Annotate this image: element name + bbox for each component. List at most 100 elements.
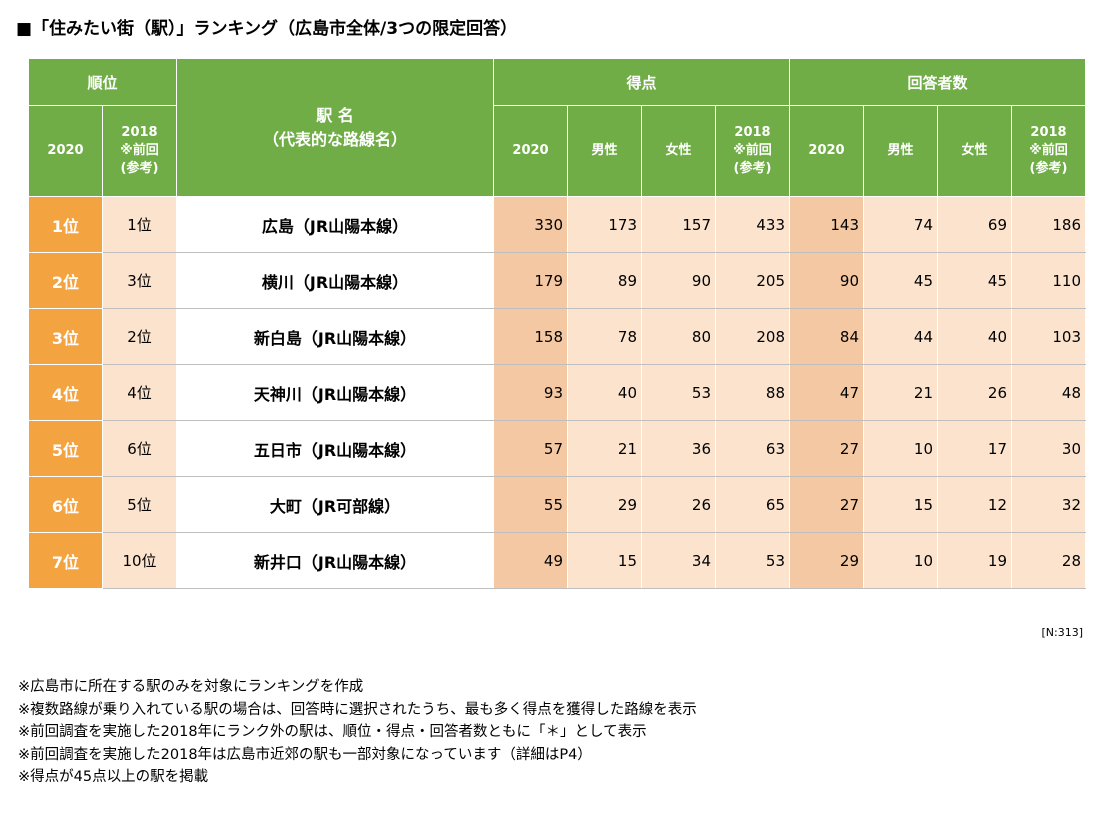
count-2018-cell: 48 (1011, 364, 1086, 421)
score-female-cell: 36 (641, 420, 716, 477)
page-title: ■「住みたい街（駅）」ランキング（広島市全体/3つの限定回答） (16, 19, 518, 39)
rank-cell: 3位 (28, 308, 103, 365)
rank-header: 順位 (28, 58, 177, 106)
table-row: 4位 4位 天神川（JR山陽本線） 93 40 53 88 47 21 26 48 (28, 364, 1086, 421)
score-2018-cell: 88 (715, 364, 790, 421)
score-male-cell: 89 (567, 252, 642, 309)
count-male-cell: 74 (863, 196, 938, 253)
count-cell: 47 (789, 364, 864, 421)
count-male-cell: 10 (863, 532, 938, 589)
prev-rank-cell: 2位 (102, 308, 177, 365)
station-header-line1: 駅 名 (316, 105, 354, 125)
count-cell: 29 (789, 532, 864, 589)
prev-rank-cell: 3位 (102, 252, 177, 309)
rank-cell: 7位 (28, 532, 103, 589)
score-cell: 179 (493, 252, 568, 309)
score-female-cell: 80 (641, 308, 716, 365)
prev-rank-cell: 1位 (102, 196, 177, 253)
rank-2020-header: 2020 (28, 105, 103, 197)
count-cell: 27 (789, 476, 864, 533)
count-2020-header: 2020 (789, 105, 864, 197)
score-male-cell: 173 (567, 196, 642, 253)
count-male-cell: 10 (863, 420, 938, 477)
count-male-cell: 44 (863, 308, 938, 365)
count-male-cell: 21 (863, 364, 938, 421)
score-cell: 93 (493, 364, 568, 421)
station-cell: 新白島（JR山陽本線） (176, 308, 494, 365)
footnote: ※複数路線が乗り入れている駅の場合は、回答時に選択されたうち、最も多く得点を獲得… (18, 701, 697, 718)
score-cell: 49 (493, 532, 568, 589)
sample-size-note: [N:313] (1041, 626, 1083, 639)
count-female-cell: 19 (937, 532, 1012, 589)
table-row: 3位 2位 新白島（JR山陽本線） 158 78 80 208 84 44 40 103 (28, 308, 1086, 365)
score-cell: 330 (493, 196, 568, 253)
score-female-cell: 53 (641, 364, 716, 421)
count-2018-cell: 28 (1011, 532, 1086, 589)
station-cell: 横川（JR山陽本線） (176, 252, 494, 309)
count-female-cell: 17 (937, 420, 1012, 477)
rank-cell: 5位 (28, 420, 103, 477)
score-female-cell: 26 (641, 476, 716, 533)
table-row: 7位 10位 新井口（JR山陽本線） 49 15 34 53 29 10 19 28 (28, 532, 1086, 589)
score-male-cell: 21 (567, 420, 642, 477)
station-cell: 天神川（JR山陽本線） (176, 364, 494, 421)
rank-cell: 4位 (28, 364, 103, 421)
count-male-header: 男性 (863, 105, 938, 197)
score-female-header: 女性 (641, 105, 716, 197)
station-cell: 大町（JR可部線） (176, 476, 494, 533)
prev-rank-cell: 5位 (102, 476, 177, 533)
table-row: 5位 6位 五日市（JR山陽本線） 57 21 36 63 27 10 17 30 (28, 420, 1086, 477)
footnote: ※広島市に所在する駅のみを対象にランキングを作成 (18, 679, 364, 695)
score-header: 得点 (493, 58, 790, 106)
score-2020-header: 2020 (493, 105, 568, 197)
score-cell: 158 (493, 308, 568, 365)
footnote: ※得点が45点以上の駅を掲載 (18, 769, 209, 785)
rank-cell: 2位 (28, 252, 103, 309)
score-2018-header: 2018 ※前回 (参考) (715, 105, 790, 197)
count-2018-cell: 32 (1011, 476, 1086, 533)
footnote: ※前回調査を実施した2018年は広島市近郊の駅も一部対象になっています（詳細はP… (18, 746, 592, 763)
score-male-cell: 40 (567, 364, 642, 421)
score-2018-cell: 205 (715, 252, 790, 309)
score-2018-cell: 65 (715, 476, 790, 533)
score-male-cell: 78 (567, 308, 642, 365)
station-header: 駅 名 （代表的な路線名） (176, 58, 494, 197)
count-female-cell: 40 (937, 308, 1012, 365)
count-male-cell: 45 (863, 252, 938, 309)
score-2018-cell: 208 (715, 308, 790, 365)
score-male-cell: 29 (567, 476, 642, 533)
count-cell: 84 (789, 308, 864, 365)
count-2018-cell: 30 (1011, 420, 1086, 477)
count-female-cell: 45 (937, 252, 1012, 309)
count-cell: 90 (789, 252, 864, 309)
score-2018-cell: 53 (715, 532, 790, 589)
score-female-cell: 157 (641, 196, 716, 253)
score-2018-cell: 433 (715, 196, 790, 253)
rank-2018-header: 2018 ※前回 (参考) (102, 105, 177, 197)
footnotes: ※広島市に所在する駅のみを対象にランキングを作成 ※複数路線が乗り入れている駅の… (18, 676, 697, 789)
count-female-cell: 12 (937, 476, 1012, 533)
table-row: 1位 1位 広島（JR山陽本線） 330 173 157 433 143 74 69 186 (28, 196, 1086, 253)
count-2018-header: 2018 ※前回 (参考) (1011, 105, 1086, 197)
footnote: ※前回調査を実施した2018年にランク外の駅は、順位・得点・回答者数ともに「＊」… (18, 724, 647, 740)
ranking-table: 順位 駅 名 （代表的な路線名） 得点 回答者数 2020 2018 ※前回 (… (28, 58, 1086, 589)
station-header-line2: （代表的な路線名） (262, 129, 407, 149)
score-2018-cell: 63 (715, 420, 790, 477)
prev-rank-cell: 10位 (102, 532, 177, 589)
prev-rank-cell: 6位 (102, 420, 177, 477)
rank-cell: 1位 (28, 196, 103, 253)
count-2018-cell: 186 (1011, 196, 1086, 253)
rank-cell: 6位 (28, 476, 103, 533)
count-2018-cell: 110 (1011, 252, 1086, 309)
score-female-cell: 34 (641, 532, 716, 589)
station-cell: 新井口（JR山陽本線） (176, 532, 494, 589)
score-male-header: 男性 (567, 105, 642, 197)
station-cell: 五日市（JR山陽本線） (176, 420, 494, 477)
prev-rank-cell: 4位 (102, 364, 177, 421)
table-row: 2位 3位 横川（JR山陽本線） 179 89 90 205 90 45 45 110 (28, 252, 1086, 309)
count-male-cell: 15 (863, 476, 938, 533)
score-female-cell: 90 (641, 252, 716, 309)
table-row: 6位 5位 大町（JR可部線） 55 29 26 65 27 15 12 32 (28, 476, 1086, 533)
count-header: 回答者数 (789, 58, 1086, 106)
station-cell: 広島（JR山陽本線） (176, 196, 494, 253)
